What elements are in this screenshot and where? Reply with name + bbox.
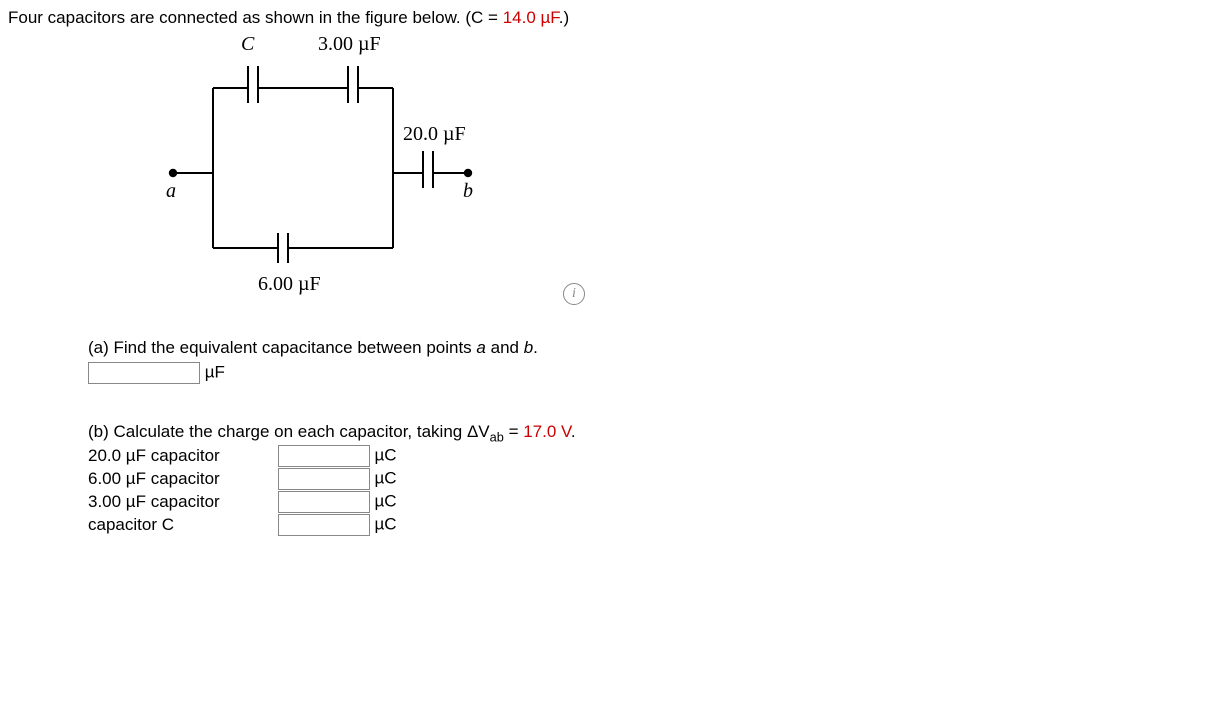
unit-20uf: µC <box>374 446 396 465</box>
part-a-and: and <box>486 338 524 357</box>
circuit-diagram: C 3.00 µF 20.0 µF 6.00 µF a b i <box>163 38 563 308</box>
intro-text-pre: Four capacitors are connected as shown i… <box>8 8 503 27</box>
part-a-a: a <box>476 338 485 357</box>
row-label-20: 20.0 µF capacitor <box>88 446 273 466</box>
part-a: (a) Find the equivalent capacitance betw… <box>88 338 1222 384</box>
label-6uf: 6.00 µF <box>258 273 321 296</box>
row-label-6: 6.00 µF capacitor <box>88 469 273 489</box>
part-b-prompt: (b) Calculate the charge on each capacit… <box>88 422 1222 444</box>
intro-value: 14.0 µF <box>503 8 559 27</box>
unit-6uf: µC <box>374 469 396 488</box>
problem-statement: Four capacitors are connected as shown i… <box>8 8 1222 28</box>
input-20uf[interactable] <box>278 445 370 467</box>
part-b-value: 17.0 V <box>523 422 571 441</box>
unit-3uf: µC <box>374 492 396 511</box>
terminal-a: a <box>166 180 176 203</box>
part-a-unit: µF <box>205 362 225 381</box>
row-label-3: 3.00 µF capacitor <box>88 492 273 512</box>
part-b-eq: = <box>504 422 523 441</box>
circuit-svg <box>163 38 563 308</box>
intro-text-post: .) <box>559 8 569 27</box>
part-a-text: (a) Find the equivalent capacitance betw… <box>88 338 476 357</box>
input-6uf[interactable] <box>278 468 370 490</box>
input-3uf[interactable] <box>278 491 370 513</box>
part-b-sub: ab <box>490 429 504 444</box>
part-b-text: (b) Calculate the charge on each capacit… <box>88 422 490 441</box>
input-c[interactable] <box>278 514 370 536</box>
part-a-period: . <box>533 338 538 357</box>
unit-c: µC <box>374 515 396 534</box>
terminal-b: b <box>463 180 473 203</box>
label-20uf: 20.0 µF <box>403 123 466 146</box>
label-c: C <box>241 33 254 56</box>
part-a-prompt: (a) Find the equivalent capacitance betw… <box>88 338 1222 358</box>
info-icon[interactable]: i <box>563 283 585 305</box>
part-a-b: b <box>524 338 533 357</box>
part-a-input[interactable] <box>88 362 200 384</box>
label-3uf: 3.00 µF <box>318 33 381 56</box>
part-b-period: . <box>571 422 576 441</box>
row-label-c: capacitor C <box>88 515 273 535</box>
part-b: (b) Calculate the charge on each capacit… <box>88 422 1222 536</box>
